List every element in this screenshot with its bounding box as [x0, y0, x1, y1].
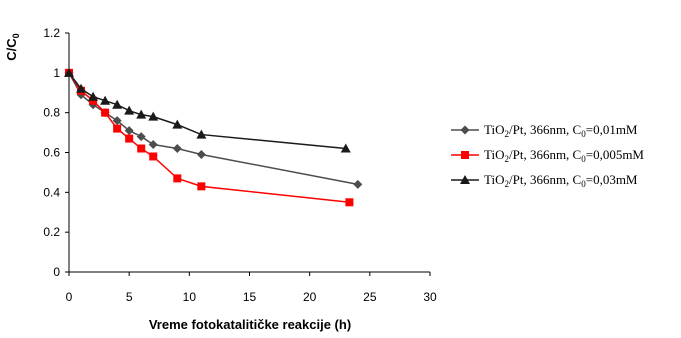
- x-tick-label: 15: [243, 290, 257, 304]
- data-point: [173, 174, 182, 183]
- data-point: [136, 109, 147, 119]
- data-point: [149, 152, 158, 161]
- legend-label: TiO2/Pt, 366nm, C0=0,005mM: [484, 147, 644, 164]
- y-axis-title: C/C0: [4, 33, 21, 60]
- data-point: [345, 198, 354, 207]
- legend-marker: [460, 175, 470, 184]
- series-line: [68, 72, 350, 204]
- series-2: [65, 68, 354, 207]
- y-axis-title-group: C/C0: [4, 33, 21, 60]
- series-1: [64, 68, 363, 189]
- legend-marker: [461, 151, 469, 159]
- y-ticks: 0 0.2 0.4 0.6 0.8 1 1.2: [43, 26, 69, 279]
- data-point: [136, 132, 146, 142]
- series-line: [68, 72, 358, 186]
- legend-label: TiO2/Pt, 366nm, C0=0,03mM: [484, 172, 638, 189]
- data-point: [88, 91, 99, 101]
- data-point: [196, 149, 206, 159]
- data-point: [172, 144, 182, 154]
- data-point: [124, 126, 134, 136]
- x-axis-title: Vreme fotokatalitičke reakcije (h): [149, 317, 351, 332]
- x-ticks: 0 5 10 15 20 25 30: [66, 272, 437, 304]
- x-tick-label: 25: [363, 290, 377, 304]
- y-tick-label: 1: [53, 66, 60, 80]
- data-point: [112, 116, 122, 126]
- data-point: [125, 134, 134, 143]
- x-tick-label: 30: [423, 290, 437, 304]
- data-point: [172, 119, 183, 129]
- y-tick-label: 1.2: [43, 26, 60, 40]
- legend-label: TiO2/Pt, 366nm, C0=0,01mM: [484, 122, 638, 139]
- y-tick-label: 0.6: [43, 146, 60, 160]
- y-tick-label: 0.2: [43, 225, 60, 239]
- data-point: [340, 143, 351, 153]
- data-point: [124, 105, 135, 115]
- data-point: [148, 111, 159, 121]
- data-point: [100, 95, 111, 105]
- legend-item: TiO2/Pt, 366nm, C0=0,01mM: [451, 122, 638, 139]
- x-tick-label: 20: [303, 290, 317, 304]
- data-point: [137, 144, 146, 153]
- data-point: [76, 83, 87, 93]
- series-3: [64, 67, 351, 153]
- x-tick-label: 10: [183, 290, 197, 304]
- y-tick-label: 0.8: [43, 106, 60, 120]
- data-point: [148, 140, 158, 150]
- legend-item: TiO2/Pt, 366nm, C0=0,03mM: [451, 172, 638, 189]
- x-tick-label: 0: [66, 290, 73, 304]
- data-point: [197, 182, 206, 191]
- y-tick-label: 0.4: [43, 185, 60, 199]
- data-point: [353, 179, 363, 189]
- data-point: [196, 129, 207, 139]
- legend: TiO2/Pt, 366nm, C0=0,01mM TiO2/Pt, 366nm,…: [451, 122, 644, 189]
- data-point: [101, 108, 110, 117]
- data-point: [112, 99, 123, 109]
- y-tick-label: 0: [53, 265, 60, 279]
- series-layer: [64, 67, 363, 207]
- series-line: [68, 72, 346, 150]
- data-point: [113, 124, 122, 133]
- legend-marker: [460, 125, 470, 135]
- legend-item: TiO2/Pt, 366nm, C0=0,005mM: [451, 147, 644, 164]
- data-point: [64, 67, 74, 77]
- x-tick-label: 5: [126, 290, 133, 304]
